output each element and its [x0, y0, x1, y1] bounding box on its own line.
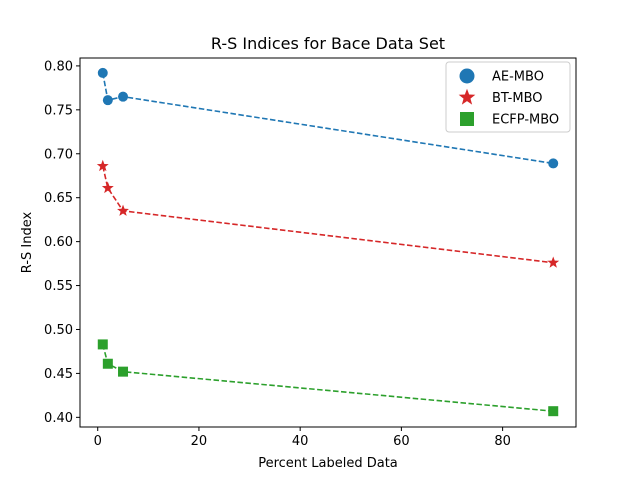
data-point — [117, 204, 129, 216]
legend-items: AE-MBO BT-MBO ECFP-MBO — [458, 68, 559, 128]
data-point — [96, 159, 109, 172]
x-axis-label: Percent Labeled Data — [258, 456, 398, 471]
y-tick-label: 0.55 — [44, 279, 73, 294]
legend-label: ECFP-MBO — [492, 113, 559, 128]
x-tick-label: 20 — [191, 434, 208, 449]
y-tick-label: 0.40 — [44, 411, 73, 426]
legend-marker — [460, 112, 474, 126]
y-tick-label: 0.70 — [44, 147, 73, 162]
series-bt-mbo — [96, 159, 560, 268]
legend-label: BT-MBO — [492, 91, 543, 106]
legend-marker — [459, 68, 475, 84]
data-point — [548, 158, 559, 169]
chart-title: R-S Indices for Bace Data Set — [211, 34, 445, 53]
data-point — [102, 358, 113, 369]
data-point — [101, 181, 114, 194]
x-tick-label: 80 — [494, 434, 511, 449]
data-point — [102, 95, 113, 106]
y-tick-label: 0.50 — [44, 323, 73, 338]
data-point — [548, 406, 559, 417]
y-tick-label: 0.80 — [44, 59, 73, 74]
legend-box — [445, 61, 571, 133]
x-tick-label: 60 — [393, 434, 410, 449]
series-line — [102, 344, 554, 412]
y-axis-label: R-S Index — [20, 212, 35, 274]
series-ae-mbo — [97, 67, 559, 169]
x-tick-label: 0 — [94, 434, 102, 449]
data-point — [118, 91, 129, 102]
x-tick-label: 40 — [292, 434, 309, 449]
y-tick-label: 0.60 — [44, 235, 73, 250]
legend: AE-MBO BT-MBO ECFP-MBO — [445, 61, 571, 133]
legend-item: AE-MBO — [459, 68, 544, 85]
plot-frame — [79, 57, 577, 428]
y-tick-label: 0.45 — [44, 367, 73, 382]
y-tick-label: 0.65 — [44, 191, 73, 206]
data-point — [97, 67, 108, 78]
data-point — [118, 366, 129, 377]
legend-marker — [458, 88, 476, 105]
data-point — [547, 256, 560, 268]
legend-label: AE-MBO — [492, 70, 544, 85]
y-tick-label: 0.75 — [44, 103, 73, 118]
series-line — [101, 72, 554, 165]
data-point — [97, 339, 108, 350]
series-line — [102, 165, 554, 264]
series-ecfp-mbo — [97, 339, 559, 417]
legend-item: BT-MBO — [458, 88, 543, 106]
x-axis: 0 20 40 60 80 — [94, 427, 511, 449]
y-axis: 0.40 0.45 0.50 0.55 0.60 0.65 0.70 0.75 0.80 — [44, 59, 80, 426]
series-layer — [96, 67, 560, 417]
legend-item: ECFP-MBO — [460, 112, 559, 128]
